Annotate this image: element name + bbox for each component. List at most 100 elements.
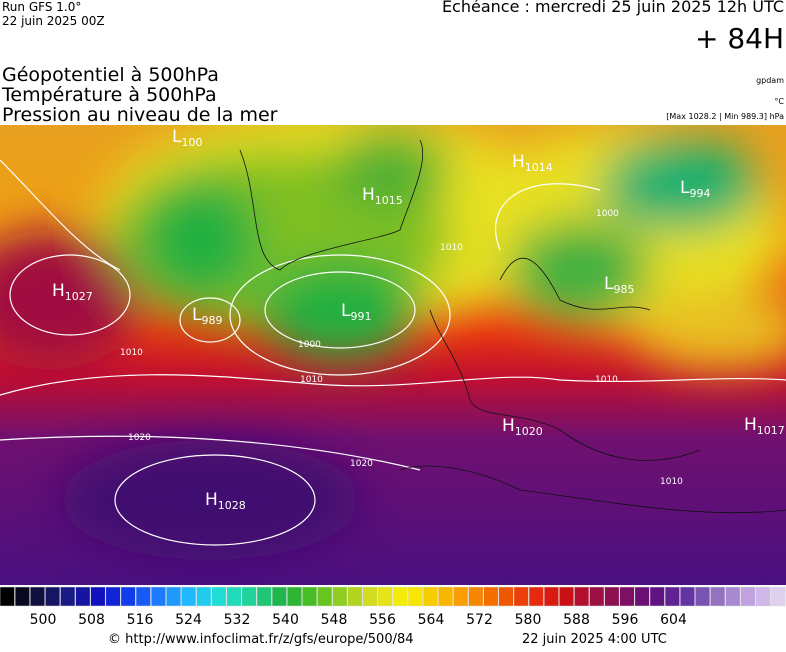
center-type: H xyxy=(362,185,375,205)
scale-tick-label: 572 xyxy=(466,612,493,628)
scale-tick-label: 540 xyxy=(272,612,299,628)
color-swatch xyxy=(29,586,45,607)
color-swatch xyxy=(241,586,257,607)
isobar-label: 1020 xyxy=(128,433,151,443)
isobar-labels: 1020 1020 1010 1000 1010 1010 1000 1010 1010 xyxy=(120,209,683,487)
color-swatch xyxy=(634,586,650,607)
scale-tick-label: 500 xyxy=(30,612,57,628)
pressure-center: H1020 xyxy=(502,416,543,438)
color-swatch xyxy=(498,586,514,607)
scale-tick-label: 604 xyxy=(660,612,687,628)
color-swatch xyxy=(135,586,151,607)
color-swatch xyxy=(302,586,318,607)
isobar-label: 1010 xyxy=(440,243,463,253)
issue-date: 22 juin 2025 4:00 UTC xyxy=(522,632,667,647)
color-swatch xyxy=(543,586,559,607)
color-swatch xyxy=(196,586,212,607)
color-swatch xyxy=(574,586,590,607)
center-value: 991 xyxy=(350,310,371,323)
isobars xyxy=(0,159,786,546)
center-type: L xyxy=(192,305,202,325)
color-swatch xyxy=(181,586,197,607)
center-value: 1020 xyxy=(515,425,543,438)
color-swatch xyxy=(483,586,499,607)
pressure-center: H1028 xyxy=(205,490,246,512)
scale-tick-label: 588 xyxy=(563,612,590,628)
center-value: 985 xyxy=(613,283,634,296)
pressure-center: H1015 xyxy=(362,185,403,207)
color-swatch xyxy=(770,586,786,607)
isobar-label: 1010 xyxy=(595,375,618,385)
pressure-center: L985 xyxy=(604,274,634,296)
color-swatch xyxy=(422,586,438,607)
color-swatch xyxy=(513,586,529,607)
unit-label: °C xyxy=(774,97,784,106)
center-type: L xyxy=(604,274,614,294)
map xyxy=(0,125,786,585)
isobar-label: 1010 xyxy=(660,477,683,487)
color-swatch xyxy=(740,586,756,607)
lead-time: + 84H xyxy=(695,22,784,55)
center-type: H xyxy=(205,490,218,510)
source-url: © http://www.infoclimat.fr/z/gfs/europe/… xyxy=(108,632,414,647)
color-swatch xyxy=(60,586,76,607)
color-swatch xyxy=(75,586,91,607)
isobar-label: 1020 xyxy=(350,459,373,469)
color-swatch xyxy=(90,586,106,607)
center-type: H xyxy=(512,152,525,172)
scale-tick-label: 524 xyxy=(175,612,202,628)
title-line: Température à 500hPa xyxy=(1,84,217,106)
scale-tick-label: 564 xyxy=(418,612,445,628)
coastlines xyxy=(239,139,786,514)
center-type: L xyxy=(172,127,182,147)
unit-label: gpdam xyxy=(756,76,784,85)
isobar-label: 1010 xyxy=(300,375,323,385)
color-swatch xyxy=(166,586,182,607)
color-swatch xyxy=(619,586,635,607)
color-swatch xyxy=(45,586,61,607)
pressure-center: H1017 xyxy=(744,415,785,437)
color-swatch xyxy=(317,586,333,607)
color-swatch xyxy=(286,586,302,607)
echeance: Echéance : mercredi 25 juin 2025 12h UTC xyxy=(442,0,784,16)
color-swatch xyxy=(528,586,544,607)
title-line: Pression au niveau de la mer xyxy=(2,104,278,126)
color-swatch xyxy=(589,586,605,607)
center-value: 1028 xyxy=(218,499,246,512)
title-line: Géopotentiel à 500hPa xyxy=(2,64,219,86)
center-value: 994 xyxy=(689,187,710,200)
pressure-center: L100 xyxy=(172,127,202,149)
center-type: H xyxy=(52,281,65,301)
color-swatch xyxy=(271,586,287,607)
color-swatch xyxy=(468,586,484,607)
color-swatch xyxy=(755,586,771,607)
center-value: 989 xyxy=(201,314,222,327)
color-swatch xyxy=(604,586,620,607)
color-swatch xyxy=(226,586,242,607)
scale-tick-label: 580 xyxy=(515,612,542,628)
scale-tick-label: 596 xyxy=(612,612,639,628)
init-label: 22 juin 2025 00Z xyxy=(2,14,105,28)
color-swatch xyxy=(559,586,575,607)
color-swatch xyxy=(256,586,272,607)
color-swatch xyxy=(392,586,408,607)
center-type: L xyxy=(680,178,690,198)
color-scale: 500 508 516 524 532 540 548 556 564 572 580 588 596 6… xyxy=(0,586,786,628)
isobar-label: 1010 xyxy=(120,348,143,358)
scale-tick-label: 532 xyxy=(224,612,251,628)
color-swatch xyxy=(664,586,680,607)
color-swatch xyxy=(332,586,348,607)
center-value: 1014 xyxy=(525,161,553,174)
center-value: 1015 xyxy=(375,194,403,207)
scale-tick-label: 516 xyxy=(127,612,154,628)
center-value: 1027 xyxy=(65,290,93,303)
color-swatch xyxy=(105,586,121,607)
color-swatch xyxy=(407,586,423,607)
isobar-label: 1000 xyxy=(298,340,321,350)
center-value: 1017 xyxy=(757,424,785,437)
scale-tick-label: 556 xyxy=(369,612,396,628)
color-swatch xyxy=(695,586,711,607)
run-label: Run GFS 1.0° xyxy=(2,0,81,14)
